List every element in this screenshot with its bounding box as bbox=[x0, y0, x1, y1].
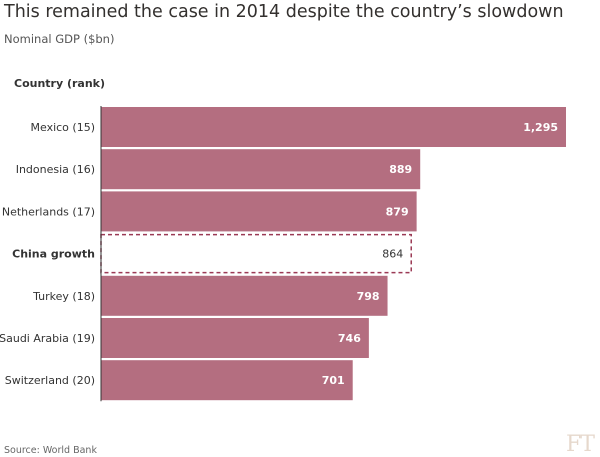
data-label: 798 bbox=[357, 290, 380, 303]
category-label: Netherlands (17) bbox=[2, 205, 95, 218]
ft-logo: FT bbox=[566, 432, 595, 457]
data-label: 746 bbox=[338, 332, 361, 345]
data-label: 1,295 bbox=[523, 121, 558, 134]
chart-subtitle: Nominal GDP ($bn) bbox=[4, 32, 115, 46]
bar bbox=[101, 149, 421, 190]
bar bbox=[101, 318, 369, 358]
chart-title: This remained the case in 2014 despite t… bbox=[4, 2, 564, 22]
source-note: Source: World Bank bbox=[4, 445, 97, 456]
highlight-bar bbox=[100, 233, 412, 274]
data-label: 864 bbox=[382, 248, 403, 261]
category-label: Switzerland (20) bbox=[5, 374, 95, 387]
category-label: Saudi Arabia (19) bbox=[0, 332, 95, 345]
bar bbox=[101, 107, 566, 147]
data-label: 701 bbox=[322, 374, 345, 387]
bar bbox=[101, 360, 353, 401]
category-label: Mexico (15) bbox=[31, 121, 96, 134]
bar-chart: Mexico (15) 1,295 Indonesia (16) 889 Netherl… bbox=[0, 106, 566, 402]
data-label: 879 bbox=[386, 205, 409, 218]
category-label: Turkey (18) bbox=[32, 290, 95, 303]
category-label: Indonesia (16) bbox=[16, 163, 95, 176]
data-label: 889 bbox=[389, 163, 412, 176]
bar bbox=[101, 275, 388, 316]
category-label: China growth bbox=[12, 248, 95, 261]
category-axis-label: Country (rank) bbox=[14, 77, 106, 90]
bar bbox=[101, 191, 417, 232]
